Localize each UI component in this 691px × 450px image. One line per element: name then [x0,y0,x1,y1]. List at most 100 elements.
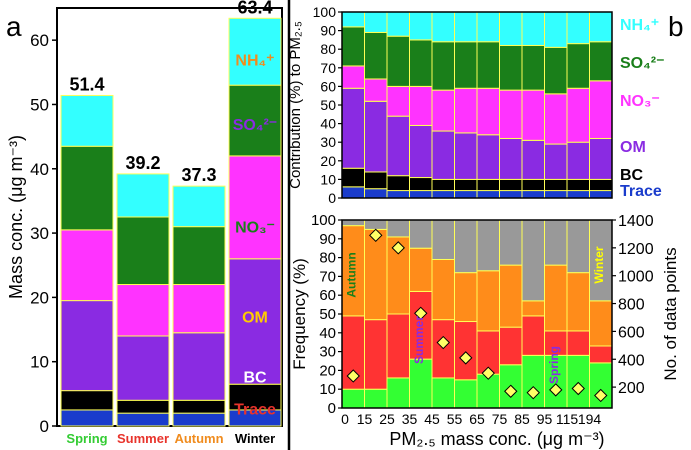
panel-c-x-tick-label: 65 [469,411,485,427]
panel-a-total-label: 37.3 [181,165,216,185]
panel-c-data-point [414,306,428,321]
panel-b-legend-label: Trace [620,183,662,200]
panel-c-x-tick-label: 115 [556,411,579,427]
panel-c-bar-segment [386,377,410,409]
panel-c-bar-segment [386,219,410,238]
panel-a-y-tick-label: 20 [30,288,49,307]
panel-a-bar-segment [228,383,282,411]
panel-c-y-tick-label: 100 [311,212,336,229]
panel-c-y-tick-label: 20 [319,362,336,379]
panel-c-bar-segment [589,345,613,364]
panel-c-data-point [369,228,383,243]
panel-c-data-point [391,241,405,255]
panel-c-data-point [526,385,540,400]
panel-b-legend-label: OM [620,139,646,156]
panel-c-bar-segment [431,219,455,260]
panel-c-bar-segment [566,272,590,332]
panel-c-bar-segment [566,330,590,356]
panel-b-legend-label: NH₄⁺ [620,17,659,34]
panel-b-bar-segment [566,11,590,45]
panel-b-bar-segment [499,178,523,192]
panel-c-x-tick-label: 85 [514,411,530,427]
panel-b-bar-segment [364,31,388,80]
panel-b-bar-segment [409,190,433,199]
panel-a-bar-segment [172,185,226,228]
panel-c-bar-segment [566,354,590,409]
panel-c-bar-segment [521,354,545,409]
panel-b-bar-segment [566,190,590,199]
panel-c-y-tick-label: 10 [319,381,336,398]
panel-b-frame [341,11,613,199]
panel-b-bar-segment [566,178,590,192]
panel-b-legend-label: BC [620,167,644,184]
panel-b-bar-segment [386,190,410,199]
panel-c-y-tick-label: 40 [319,325,336,342]
panel-c-bar-segment [341,219,365,227]
panel-a-bar-segment [60,145,114,231]
panel-b-bar-segment [341,65,365,89]
panel-a-bar-segment [60,409,114,427]
panel-b-bar-segment [521,44,545,91]
panel-c-bar-segment [409,219,433,249]
panel-a-category-label: Summer [117,431,169,446]
panel-b-bar-segment [431,130,455,180]
panel-b-bar-segment [544,190,568,199]
panel-c-bar-segment [364,219,388,230]
panel-b-bar-segment [386,175,410,192]
panel-c-annotation: Winter [592,246,606,284]
panel-b-legend-label: SO₄²⁻ [620,55,665,72]
panel-b-bar-segment [409,85,433,126]
panel-b-bar-segment [454,132,478,180]
panel-b-bar-segment [454,178,478,192]
panel-c-bar-segment [521,315,545,356]
panel-c-x-tick-label: 95 [537,411,553,427]
panel-b-bar-segment [544,46,568,95]
panel-c-bar-segment [409,247,433,292]
panel-a-bar-segment [60,229,114,302]
panel-b-bar-segment [341,26,365,67]
panel-c-bar-segment [364,388,388,409]
panel-c-x-tick-label: 55 [447,411,463,427]
panel-b-y-tick-label: 50 [320,97,336,113]
panel-b-bar-segment [431,190,455,199]
panel-b-bar-segment [386,35,410,87]
panel-b-bar-segment [409,177,433,192]
panel-a-category-label: Spring [66,431,107,446]
panel-c-data-point [594,388,608,403]
panel-c-data-point [436,335,450,350]
panel-b-bar-segment [341,186,365,199]
panel-c-bar-segment [544,219,568,266]
panel-c-y-axis-label: Frequency (%) [290,258,309,369]
panel-a-y-tick-label: 60 [30,31,49,50]
panel-a-bar-segment [116,412,170,427]
panel-c-bar-segment [521,219,545,302]
panel-b-bar-segment [454,87,478,134]
panel-b-bar-segment [386,11,410,37]
panel-b-label: b [668,11,684,42]
panel-b-bar-segment [544,143,568,180]
panel-a-stack-label: OM [242,310,268,327]
panel-b-bar-segment [454,190,478,199]
panel-b-bar-segment [364,188,388,199]
panel-a-bar-segment [116,335,170,401]
panel-b-bar-segment [521,139,545,180]
panel-c-y-tick-label: 80 [319,250,336,267]
panel-c-y-tick-label: 90 [319,231,336,248]
panel-b-bar-segment [409,11,433,41]
panel-c-annotation: Autumn [344,252,358,297]
panel-b-bar-segment [386,85,410,117]
panel-a-bar-segment [60,300,114,392]
panel-a-stack-label: BC [243,369,267,386]
panel-c-y-tick-label: 50 [319,306,336,323]
panel-b-bar-segment [431,89,455,132]
panel-b-bar-segment [364,171,388,190]
panel-a-bar-segment [228,17,282,86]
panel-a-y-tick-label: 40 [30,160,49,179]
panel-c-bar-segment [454,379,478,409]
panel-b-bar-segment [431,11,455,43]
panel-b-y-tick-label: 0 [328,190,336,206]
panel-a-bar-segment [172,399,226,414]
panel-a-y-tick-label: 50 [30,95,49,114]
panel-a-category-label: Winter [235,431,275,446]
panel-c-data-point [504,384,518,398]
